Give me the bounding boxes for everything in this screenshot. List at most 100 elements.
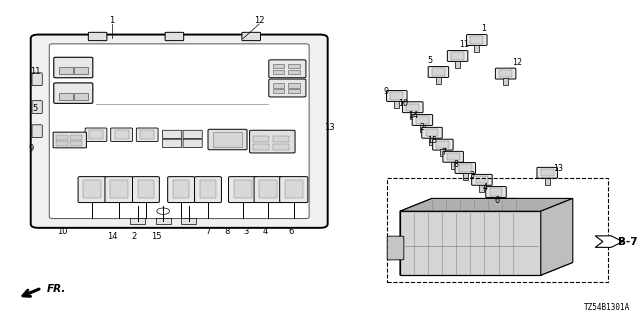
Bar xyxy=(273,144,289,150)
Text: 9: 9 xyxy=(384,87,389,96)
Bar xyxy=(451,162,456,169)
Text: FR.: FR. xyxy=(47,284,66,294)
Bar xyxy=(505,209,510,216)
Bar xyxy=(288,89,300,93)
Text: 15: 15 xyxy=(428,136,438,145)
Polygon shape xyxy=(541,198,573,275)
Bar xyxy=(285,180,303,198)
FancyBboxPatch shape xyxy=(208,129,247,150)
Bar xyxy=(447,153,460,160)
Text: 5: 5 xyxy=(33,104,38,113)
Polygon shape xyxy=(400,198,432,275)
FancyBboxPatch shape xyxy=(472,174,492,185)
Bar xyxy=(288,83,300,88)
Bar xyxy=(432,68,445,76)
FancyBboxPatch shape xyxy=(183,139,202,148)
Bar xyxy=(410,112,415,119)
Bar xyxy=(476,176,488,183)
FancyBboxPatch shape xyxy=(32,125,42,138)
Bar xyxy=(253,136,269,142)
FancyBboxPatch shape xyxy=(163,139,182,148)
Bar xyxy=(181,218,196,224)
Text: 8: 8 xyxy=(453,160,458,169)
Bar xyxy=(59,93,73,100)
FancyBboxPatch shape xyxy=(497,198,518,209)
FancyBboxPatch shape xyxy=(228,177,257,203)
FancyBboxPatch shape xyxy=(433,139,453,150)
Text: TZ54B1301A: TZ54B1301A xyxy=(584,303,630,312)
Text: 13: 13 xyxy=(553,164,563,173)
FancyBboxPatch shape xyxy=(49,44,309,219)
FancyBboxPatch shape xyxy=(387,91,407,101)
FancyBboxPatch shape xyxy=(447,51,468,61)
Bar xyxy=(387,178,608,282)
FancyBboxPatch shape xyxy=(54,57,93,78)
Bar xyxy=(56,141,68,146)
FancyBboxPatch shape xyxy=(105,177,133,203)
Text: 2: 2 xyxy=(132,232,137,241)
Text: 13: 13 xyxy=(324,124,335,132)
FancyBboxPatch shape xyxy=(455,163,476,173)
FancyBboxPatch shape xyxy=(422,127,442,138)
FancyBboxPatch shape xyxy=(168,177,195,203)
Text: 14: 14 xyxy=(107,232,117,241)
Bar xyxy=(70,141,82,146)
Bar xyxy=(463,173,468,180)
Bar xyxy=(288,64,300,68)
Bar xyxy=(89,130,103,139)
Text: 5: 5 xyxy=(428,56,433,65)
Bar xyxy=(501,200,514,207)
Bar xyxy=(459,164,472,172)
Bar xyxy=(273,89,284,93)
Bar xyxy=(426,129,438,136)
FancyBboxPatch shape xyxy=(53,132,86,148)
Bar xyxy=(541,169,554,176)
Text: 10: 10 xyxy=(398,99,408,108)
Text: 14: 14 xyxy=(408,111,418,120)
Bar xyxy=(394,101,399,108)
Bar xyxy=(140,130,154,139)
FancyBboxPatch shape xyxy=(85,128,107,141)
Bar xyxy=(416,116,429,124)
Bar xyxy=(115,130,129,139)
FancyBboxPatch shape xyxy=(254,177,282,203)
Bar xyxy=(451,52,464,60)
Text: 1: 1 xyxy=(481,24,486,33)
Bar xyxy=(234,180,252,198)
Bar xyxy=(400,211,541,275)
Text: 6: 6 xyxy=(289,228,294,236)
Bar xyxy=(503,78,508,85)
Text: 12: 12 xyxy=(254,16,264,25)
FancyBboxPatch shape xyxy=(54,83,93,103)
Polygon shape xyxy=(400,262,573,275)
Text: 4: 4 xyxy=(483,183,488,192)
FancyBboxPatch shape xyxy=(537,167,557,178)
Bar xyxy=(288,70,300,74)
Bar xyxy=(420,125,425,132)
Bar xyxy=(390,92,403,100)
Polygon shape xyxy=(400,198,573,211)
Bar xyxy=(130,218,145,224)
Text: B-7: B-7 xyxy=(618,236,637,247)
FancyBboxPatch shape xyxy=(32,73,42,86)
Bar xyxy=(138,180,154,198)
FancyBboxPatch shape xyxy=(280,177,308,203)
FancyBboxPatch shape xyxy=(132,177,159,203)
Bar xyxy=(110,180,128,198)
FancyBboxPatch shape xyxy=(31,35,328,228)
FancyBboxPatch shape xyxy=(183,130,202,139)
Text: 11: 11 xyxy=(30,68,40,76)
Bar xyxy=(406,104,419,111)
Bar xyxy=(436,141,449,148)
Text: 1: 1 xyxy=(109,16,115,25)
Bar xyxy=(56,135,68,140)
Bar xyxy=(259,180,277,198)
FancyBboxPatch shape xyxy=(428,67,449,77)
Bar xyxy=(429,138,435,145)
Text: 7: 7 xyxy=(205,228,211,236)
Text: 3: 3 xyxy=(244,228,249,236)
FancyBboxPatch shape xyxy=(403,102,423,113)
Text: 2: 2 xyxy=(420,124,425,132)
Bar xyxy=(273,136,289,142)
Text: 4: 4 xyxy=(263,228,268,236)
